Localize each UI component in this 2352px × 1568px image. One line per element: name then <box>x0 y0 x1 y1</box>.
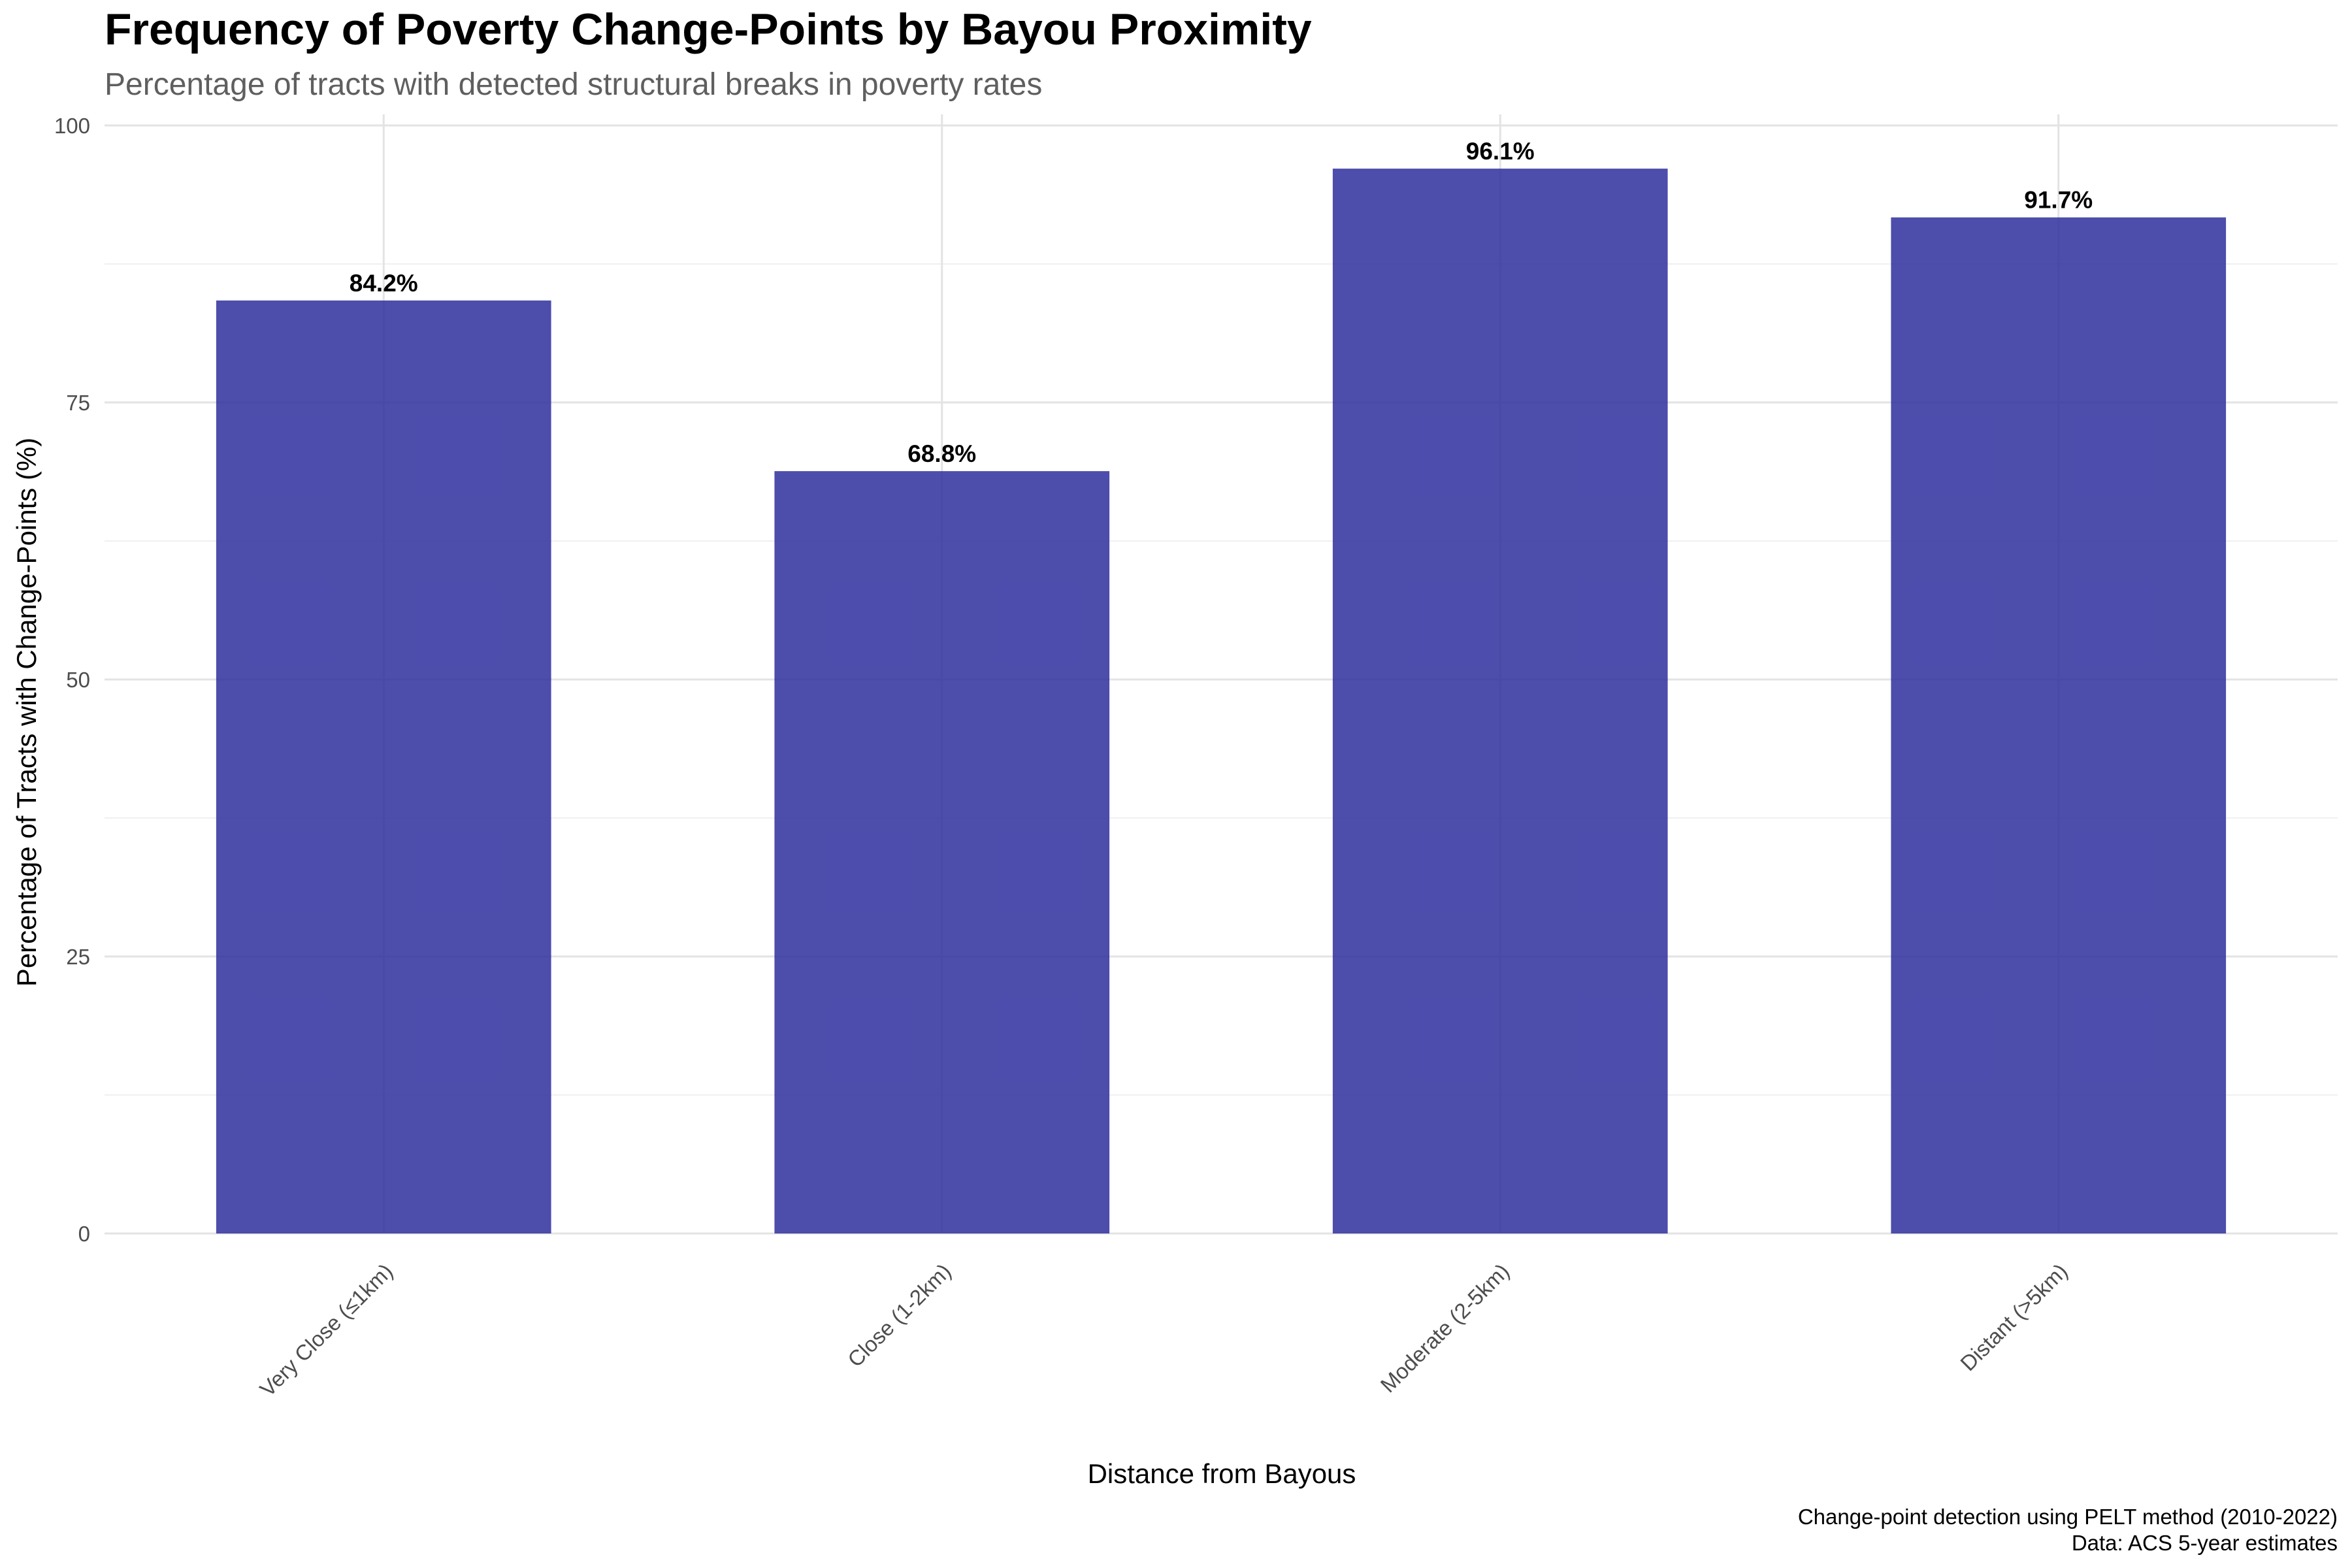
data-label: 91.7% <box>2024 187 2093 214</box>
chart-subtitle: Percentage of tracts with detected struc… <box>105 67 1042 102</box>
y-tick-label: 0 <box>78 1222 90 1246</box>
bar <box>1891 217 2227 1233</box>
x-axis-title: Distance from Bayous <box>1088 1458 1356 1489</box>
caption-source: Data: ACS 5-year estimates <box>2072 1531 2338 1555</box>
data-labels: 84.2% 68.8% 96.1% 91.7% <box>350 138 2093 467</box>
y-tick-label: 75 <box>66 391 90 415</box>
bars <box>216 169 2227 1233</box>
bar <box>216 300 551 1233</box>
y-tick-label: 50 <box>66 668 90 692</box>
y-axis-ticks: 0 25 50 75 100 <box>54 114 90 1246</box>
y-tick-label: 25 <box>66 945 90 969</box>
caption-method: Change-point detection using PELT method… <box>1798 1505 2338 1529</box>
x-tick-label: Moderate (2-5km) <box>1376 1259 1514 1397</box>
x-tick-label: Close (1-2km) <box>843 1259 956 1372</box>
chart-title: Frequency of Poverty Change-Points by Ba… <box>105 5 1312 54</box>
bar <box>774 471 1110 1233</box>
y-tick-label: 100 <box>54 114 90 138</box>
x-axis-ticks: Very Close (≤1km) Close (1-2km) Moderate (… <box>255 1259 2072 1401</box>
y-axis-title: Percentage of Tracts with Change-Points … <box>11 438 42 987</box>
x-tick-label: Very Close (≤1km) <box>255 1259 397 1401</box>
bar <box>1332 169 1668 1233</box>
data-label: 68.8% <box>907 440 976 467</box>
x-tick-label: Distant (>5km) <box>1955 1259 2072 1376</box>
data-label: 96.1% <box>1466 138 1535 165</box>
data-label: 84.2% <box>350 270 418 297</box>
